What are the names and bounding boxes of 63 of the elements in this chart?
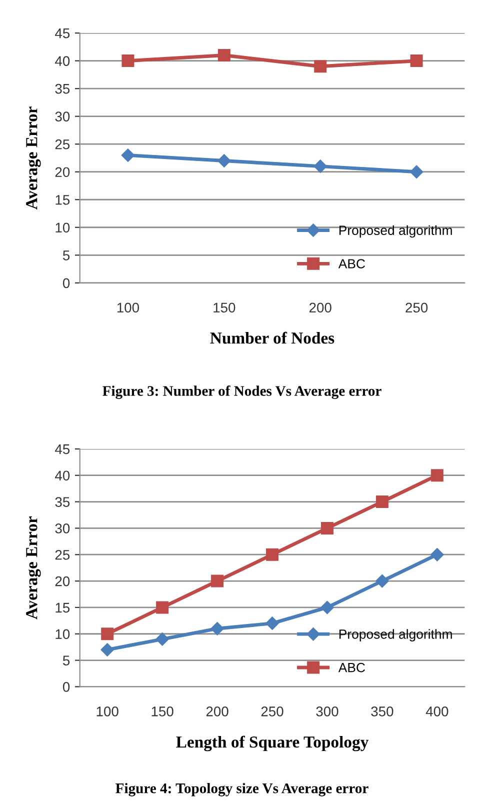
point bbox=[218, 49, 230, 62]
point bbox=[320, 522, 334, 534]
y-tick-label: 25 bbox=[55, 550, 70, 560]
point bbox=[410, 165, 424, 178]
point bbox=[211, 574, 224, 588]
point bbox=[210, 622, 224, 636]
x-tick-label: 150 bbox=[152, 706, 174, 716]
x-tick-label: 100 bbox=[117, 302, 139, 313]
caption: Figure 4: Topology size Vs Average error bbox=[116, 782, 368, 796]
y-tick-label: 0 bbox=[62, 682, 70, 692]
point bbox=[156, 632, 169, 646]
y-tick-label: 45 bbox=[55, 28, 70, 38]
y-tick-label: 25 bbox=[55, 139, 70, 150]
y-tick-label: 5 bbox=[62, 250, 70, 260]
y-tick-label: 45 bbox=[55, 444, 70, 454]
point bbox=[122, 54, 134, 68]
point bbox=[266, 616, 279, 630]
y-axis-title: Average Error bbox=[26, 106, 41, 210]
point bbox=[376, 496, 388, 508]
y-tick-label: 35 bbox=[55, 84, 70, 94]
point bbox=[121, 148, 135, 162]
y-tick-label: 40 bbox=[55, 470, 70, 481]
point bbox=[320, 600, 334, 614]
point bbox=[156, 601, 169, 614]
y-tick-label: 10 bbox=[56, 629, 70, 640]
x-tick-label: 200 bbox=[206, 706, 228, 716]
y-axis-title: Average Error bbox=[26, 516, 41, 620]
x-tick-label: 250 bbox=[406, 302, 428, 313]
point bbox=[376, 574, 389, 588]
y-tick-label: 20 bbox=[55, 576, 70, 586]
point bbox=[314, 160, 327, 173]
x-tick-label: 350 bbox=[371, 706, 394, 716]
y-tick-label: 0 bbox=[62, 278, 70, 288]
legend-label: ABC bbox=[338, 662, 365, 672]
point bbox=[100, 643, 114, 656]
x-axis-title: Length of Square Topology bbox=[176, 736, 369, 752]
legend-label: Proposed algorithm bbox=[339, 629, 452, 642]
y-tick-label: 15 bbox=[56, 195, 70, 205]
x-tick-label: 200 bbox=[309, 302, 332, 313]
y-tick-label: 5 bbox=[62, 656, 70, 666]
x-tick-label: 300 bbox=[316, 706, 338, 716]
point bbox=[218, 154, 231, 168]
point bbox=[266, 548, 278, 561]
x-axis-title: Number of Nodes bbox=[210, 332, 334, 344]
x-tick-label: 150 bbox=[214, 302, 236, 313]
x-tick-label: 400 bbox=[426, 706, 448, 716]
y-tick-label: 30 bbox=[55, 112, 70, 122]
y-tick-label: 15 bbox=[56, 602, 70, 613]
y-tick-label: 35 bbox=[55, 497, 70, 507]
caption: Figure 3: Number of Nodes Vs Average error bbox=[102, 385, 382, 399]
legend-label: ABC bbox=[338, 259, 365, 268]
y-tick-label: 40 bbox=[55, 56, 70, 66]
point bbox=[101, 628, 114, 640]
y-tick-label: 10 bbox=[56, 222, 70, 233]
point bbox=[430, 548, 444, 562]
legend-label: Proposed algorithm bbox=[339, 225, 452, 238]
y-tick-label: 30 bbox=[55, 524, 70, 534]
y-tick-label: 20 bbox=[55, 167, 70, 178]
point bbox=[410, 54, 423, 68]
point bbox=[430, 469, 444, 482]
x-tick-label: 250 bbox=[261, 706, 284, 716]
x-tick-label: 100 bbox=[96, 706, 118, 716]
point bbox=[314, 60, 327, 73]
